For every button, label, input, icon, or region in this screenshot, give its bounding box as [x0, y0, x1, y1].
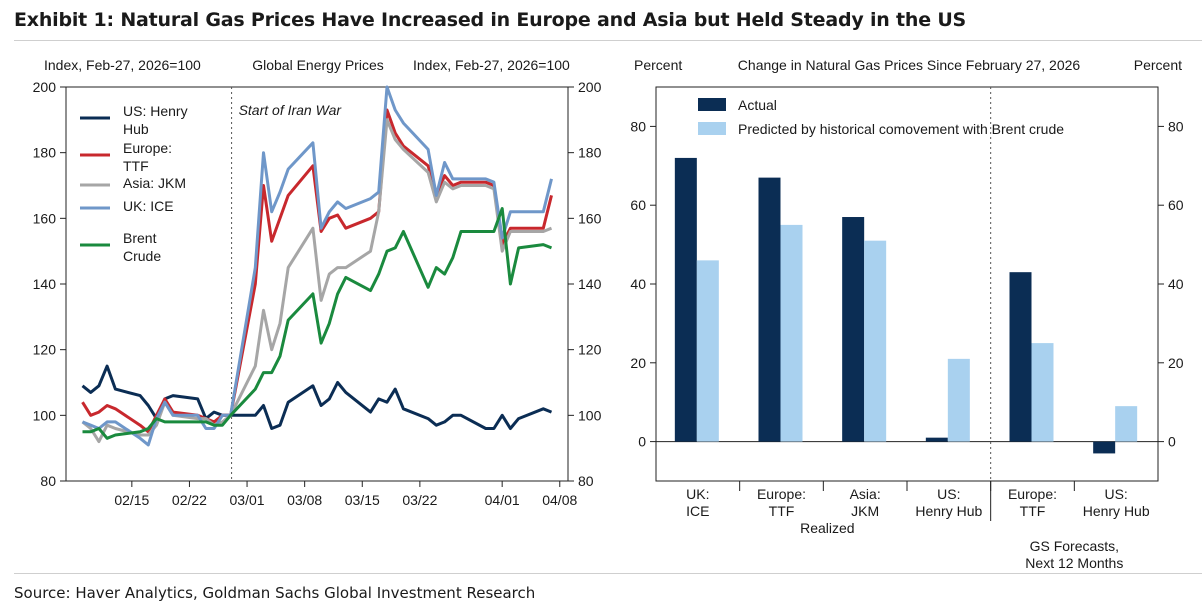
chart1-x-tick-label: 02/22 [172, 492, 207, 508]
chart1-left-tick-label: 140 [33, 276, 57, 292]
bar-actual [925, 437, 948, 442]
chart2-group-label: Realized [800, 520, 854, 536]
chart1-right-tick-label: 120 [578, 342, 602, 358]
bar-predicted [947, 358, 970, 442]
chart1-annotation: Start of Iran War [239, 102, 343, 118]
global-energy-prices-chart: Index, Feb-27, 2026=100 Global Energy Pr… [33, 57, 602, 508]
legend-label-henry_hub: US: Henry Hub [123, 103, 188, 137]
chart1-x-tick-label: 03/22 [402, 492, 437, 508]
chart1-right-tick-label: 200 [578, 79, 602, 95]
legend-swatch-actual [698, 98, 726, 111]
chart1-right-tick-label: 180 [578, 145, 602, 161]
chart1-left-axis-title: Index, Feb-27, 2026=100 [44, 57, 201, 73]
chart2-category-label: US: Henry Hub [915, 486, 982, 519]
legend-label-ttf: Europe: TTF [123, 140, 172, 174]
chart1-right-tick-label: 80 [578, 473, 594, 489]
chart1-left-tick-label: 180 [33, 145, 57, 161]
bar-actual [674, 157, 697, 442]
legend-label-ice: UK: ICE [123, 198, 174, 214]
bar-actual [842, 217, 865, 442]
chart2-left-axis-title: Percent [634, 57, 682, 73]
chart1-left-tick-label: 80 [40, 473, 56, 489]
legend-label-predicted: Predicted by historical comovement with … [738, 121, 1064, 137]
chart2-left-tick-label: 60 [630, 197, 646, 213]
chart1-title: Global Energy Prices [252, 57, 384, 73]
bar-predicted [780, 224, 803, 442]
legend-label-jkm: Asia: JKM [123, 175, 186, 191]
chart2-category-label: Asia: JKM [850, 486, 881, 519]
bar-actual [1093, 441, 1116, 454]
chart2-category-label: Europe: TTF [757, 486, 806, 519]
chart2-category-label: UK: ICE [686, 486, 709, 519]
series-line-henry_hub [81, 364, 553, 430]
natural-gas-change-chart: Percent Change in Natural Gas Prices Sin… [630, 57, 1184, 571]
chart1-x-tick-label: 03/01 [230, 492, 265, 508]
legend-label-actual: Actual [738, 97, 777, 113]
chart2-right-axis-title: Percent [1134, 57, 1182, 73]
source-divider [14, 573, 1202, 574]
source-note: Source: Haver Analytics, Goldman Sachs G… [14, 584, 536, 602]
legend-label-brent: Brent Crude [123, 230, 161, 264]
legend-swatch-predicted [698, 122, 726, 135]
series-line-ice [81, 85, 553, 447]
chart1-x-tick-label: 04/08 [542, 492, 577, 508]
chart1-x-tick-label: 02/15 [114, 492, 149, 508]
chart2-right-tick-label: 20 [1168, 355, 1184, 371]
chart1-right-tick-label: 140 [578, 276, 602, 292]
exhibit-title: Exhibit 1: Natural Gas Prices Have Incre… [14, 9, 967, 31]
chart2-right-tick-label: 0 [1168, 434, 1176, 450]
series-line-brent [82, 207, 553, 440]
chart2-left-tick-label: 0 [638, 434, 646, 450]
chart2-left-tick-label: 40 [630, 276, 646, 292]
bar-predicted [1031, 343, 1054, 442]
bar-predicted [1115, 406, 1138, 442]
chart2-right-tick-label: 80 [1168, 118, 1184, 134]
chart1-x-tick-label: 03/08 [287, 492, 322, 508]
chart2-title: Change in Natural Gas Prices Since Febru… [738, 57, 1081, 73]
chart2-category-label: Europe: TTF [1008, 486, 1057, 519]
chart2-category-label: US: Henry Hub [1083, 486, 1150, 519]
chart1-left-tick-label: 120 [33, 342, 57, 358]
bar-actual [758, 177, 781, 442]
title-divider [14, 40, 1202, 41]
chart2-right-tick-label: 40 [1168, 276, 1184, 292]
chart1-left-tick-label: 200 [33, 79, 57, 95]
chart2-group-label: GS Forecasts, Next 12 Months [1025, 538, 1123, 571]
chart2-right-tick-label: 60 [1168, 197, 1184, 213]
chart1-x-tick-label: 03/15 [345, 492, 380, 508]
chart1-right-tick-label: 100 [578, 407, 602, 423]
chart1-right-tick-label: 160 [578, 210, 602, 226]
chart1-left-tick-label: 100 [33, 407, 57, 423]
chart2-left-tick-label: 80 [630, 118, 646, 134]
chart2-plot-frame [655, 86, 1159, 482]
chart1-right-axis-title: Index, Feb-27, 2026=100 [413, 57, 570, 73]
bar-predicted [696, 260, 719, 442]
bar-actual [1009, 272, 1032, 442]
chart2-left-tick-label: 20 [630, 355, 646, 371]
bar-predicted [864, 240, 887, 442]
chart1-x-tick-label: 04/01 [485, 492, 520, 508]
chart1-left-tick-label: 160 [33, 210, 57, 226]
